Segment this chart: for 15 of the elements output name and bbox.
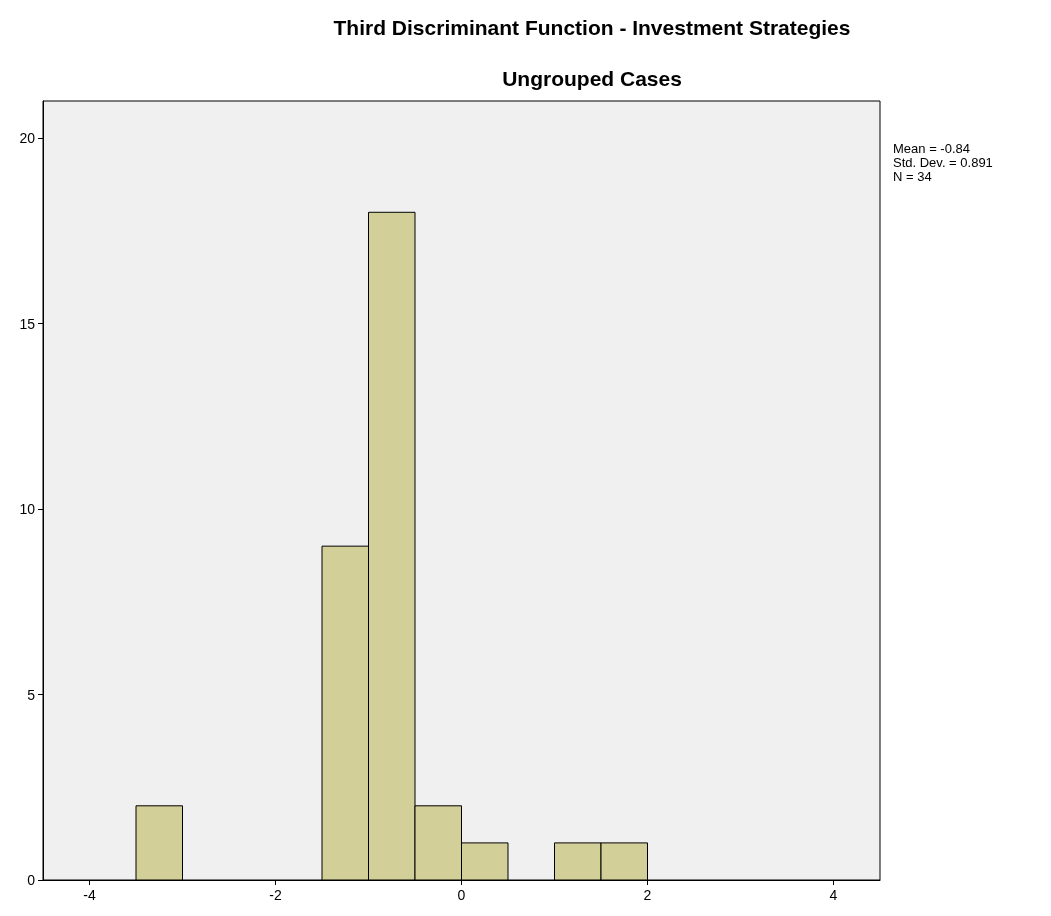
x-tick-label: -4 xyxy=(83,887,96,903)
x-tick-label: 2 xyxy=(643,887,652,903)
y-tick-label: 5 xyxy=(27,686,36,703)
y-tick-label: 15 xyxy=(19,315,36,332)
chart-subtitle: Ungrouped Cases xyxy=(502,67,682,90)
text: Std. Dev. = 0.891 xyxy=(893,155,993,170)
y-tick-label: 0 xyxy=(27,872,36,888)
x-tick-label: -2 xyxy=(269,887,282,903)
x-tick-label: 0 xyxy=(457,887,466,903)
text: Mean = -0.84 xyxy=(893,141,970,156)
x-tick-label: 4 xyxy=(829,887,838,903)
y-tick-label: 20 xyxy=(19,130,36,147)
chart-title: Third Discriminant Function - Investment Strategies xyxy=(333,16,851,39)
y-tick-label: 10 xyxy=(19,501,36,518)
text: N = 34 xyxy=(893,169,932,184)
